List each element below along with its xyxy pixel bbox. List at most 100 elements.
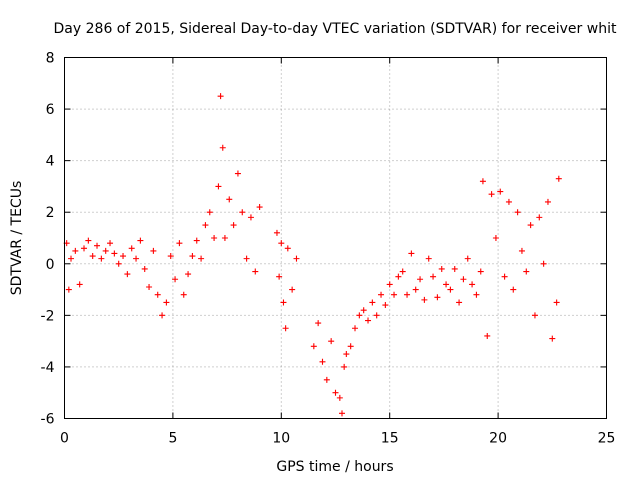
data-point: [451, 265, 458, 272]
data-point: [150, 247, 157, 254]
data-point: [518, 247, 525, 254]
data-point: [243, 255, 250, 262]
data-point: [193, 237, 200, 244]
data-point: [107, 240, 114, 247]
data-point: [460, 276, 467, 283]
data-point: [479, 178, 486, 185]
y-tick-label: 0: [46, 257, 55, 273]
data-point: [234, 170, 241, 177]
data-point: [323, 376, 330, 383]
data-point: [469, 281, 476, 288]
data-point: [120, 253, 127, 260]
data-point: [425, 255, 432, 262]
data-point: [239, 209, 246, 216]
data-point: [189, 253, 196, 260]
data-point: [391, 291, 398, 298]
x-tick-label: 20: [489, 431, 507, 447]
data-point: [111, 250, 118, 257]
data-point: [378, 291, 385, 298]
data-point: [514, 209, 521, 216]
data-point: [230, 222, 237, 229]
data-point: [76, 281, 83, 288]
y-tick-label: 6: [46, 102, 55, 118]
data-point: [434, 294, 441, 301]
data-point: [382, 302, 389, 309]
x-tick-label: 25: [598, 431, 616, 447]
x-tick-label: 15: [381, 431, 399, 447]
data-point: [282, 325, 289, 332]
data-point: [352, 325, 359, 332]
data-point: [484, 332, 491, 339]
data-point: [284, 245, 291, 252]
data-point: [72, 247, 79, 254]
data-point: [399, 268, 406, 275]
y-axis-label: SDTVAR / TECUs: [9, 181, 25, 296]
x-tick-label: 5: [168, 431, 177, 447]
data-point: [65, 286, 72, 293]
data-point: [421, 296, 428, 303]
data-point: [360, 307, 367, 314]
data-point: [347, 343, 354, 350]
data-point: [417, 276, 424, 283]
data-point: [315, 320, 322, 327]
x-axis-label: GPS time / hours: [276, 459, 393, 475]
data-point: [332, 389, 339, 396]
plot-frame: [64, 57, 607, 419]
data-point: [536, 214, 543, 221]
data-point: [137, 237, 144, 244]
data-point: [443, 281, 450, 288]
data-point: [102, 247, 109, 254]
data-point: [404, 291, 411, 298]
data-point: [328, 338, 335, 345]
data-point: [386, 281, 393, 288]
data-point: [343, 351, 350, 358]
data-point: [412, 286, 419, 293]
data-point: [430, 273, 437, 280]
data-point: [293, 255, 300, 262]
data-point: [276, 273, 283, 280]
data-point: [531, 312, 538, 319]
data-point: [221, 235, 228, 241]
data-point: [540, 260, 547, 267]
data-point: [438, 265, 445, 272]
data-point: [356, 312, 363, 319]
data-point: [273, 229, 280, 236]
data-point: [167, 253, 174, 260]
data-point: [523, 268, 530, 275]
data-point: [185, 271, 192, 278]
data-point: [501, 273, 508, 280]
data-point: [128, 245, 135, 252]
data-point: [341, 363, 348, 370]
data-point: [477, 268, 484, 275]
data-points: [63, 93, 562, 417]
data-point: [280, 299, 287, 306]
chart-title: Day 286 of 2015, Sidereal Day-to-day VTE…: [54, 21, 617, 37]
data-point: [488, 191, 495, 198]
data-point: [408, 250, 415, 257]
data-point: [198, 255, 205, 262]
data-point: [176, 240, 183, 247]
data-point: [510, 286, 517, 293]
data-point: [115, 260, 122, 267]
data-point: [369, 299, 376, 306]
data-point: [336, 394, 343, 401]
data-point: [464, 255, 471, 262]
data-point: [319, 358, 326, 365]
data-point: [247, 214, 254, 221]
grid-lines: [64, 57, 607, 419]
data-point: [553, 299, 560, 306]
data-point: [555, 175, 562, 182]
data-point: [68, 255, 75, 262]
data-point: [278, 240, 285, 247]
y-tick-label: -4: [41, 360, 55, 376]
data-point: [310, 343, 317, 350]
data-point: [154, 291, 161, 298]
data-point: [124, 271, 131, 278]
data-point: [85, 237, 92, 244]
data-point: [365, 317, 372, 324]
data-point: [492, 235, 499, 241]
data-point: [202, 222, 209, 229]
data-point: [373, 312, 380, 319]
data-point: [447, 286, 454, 293]
